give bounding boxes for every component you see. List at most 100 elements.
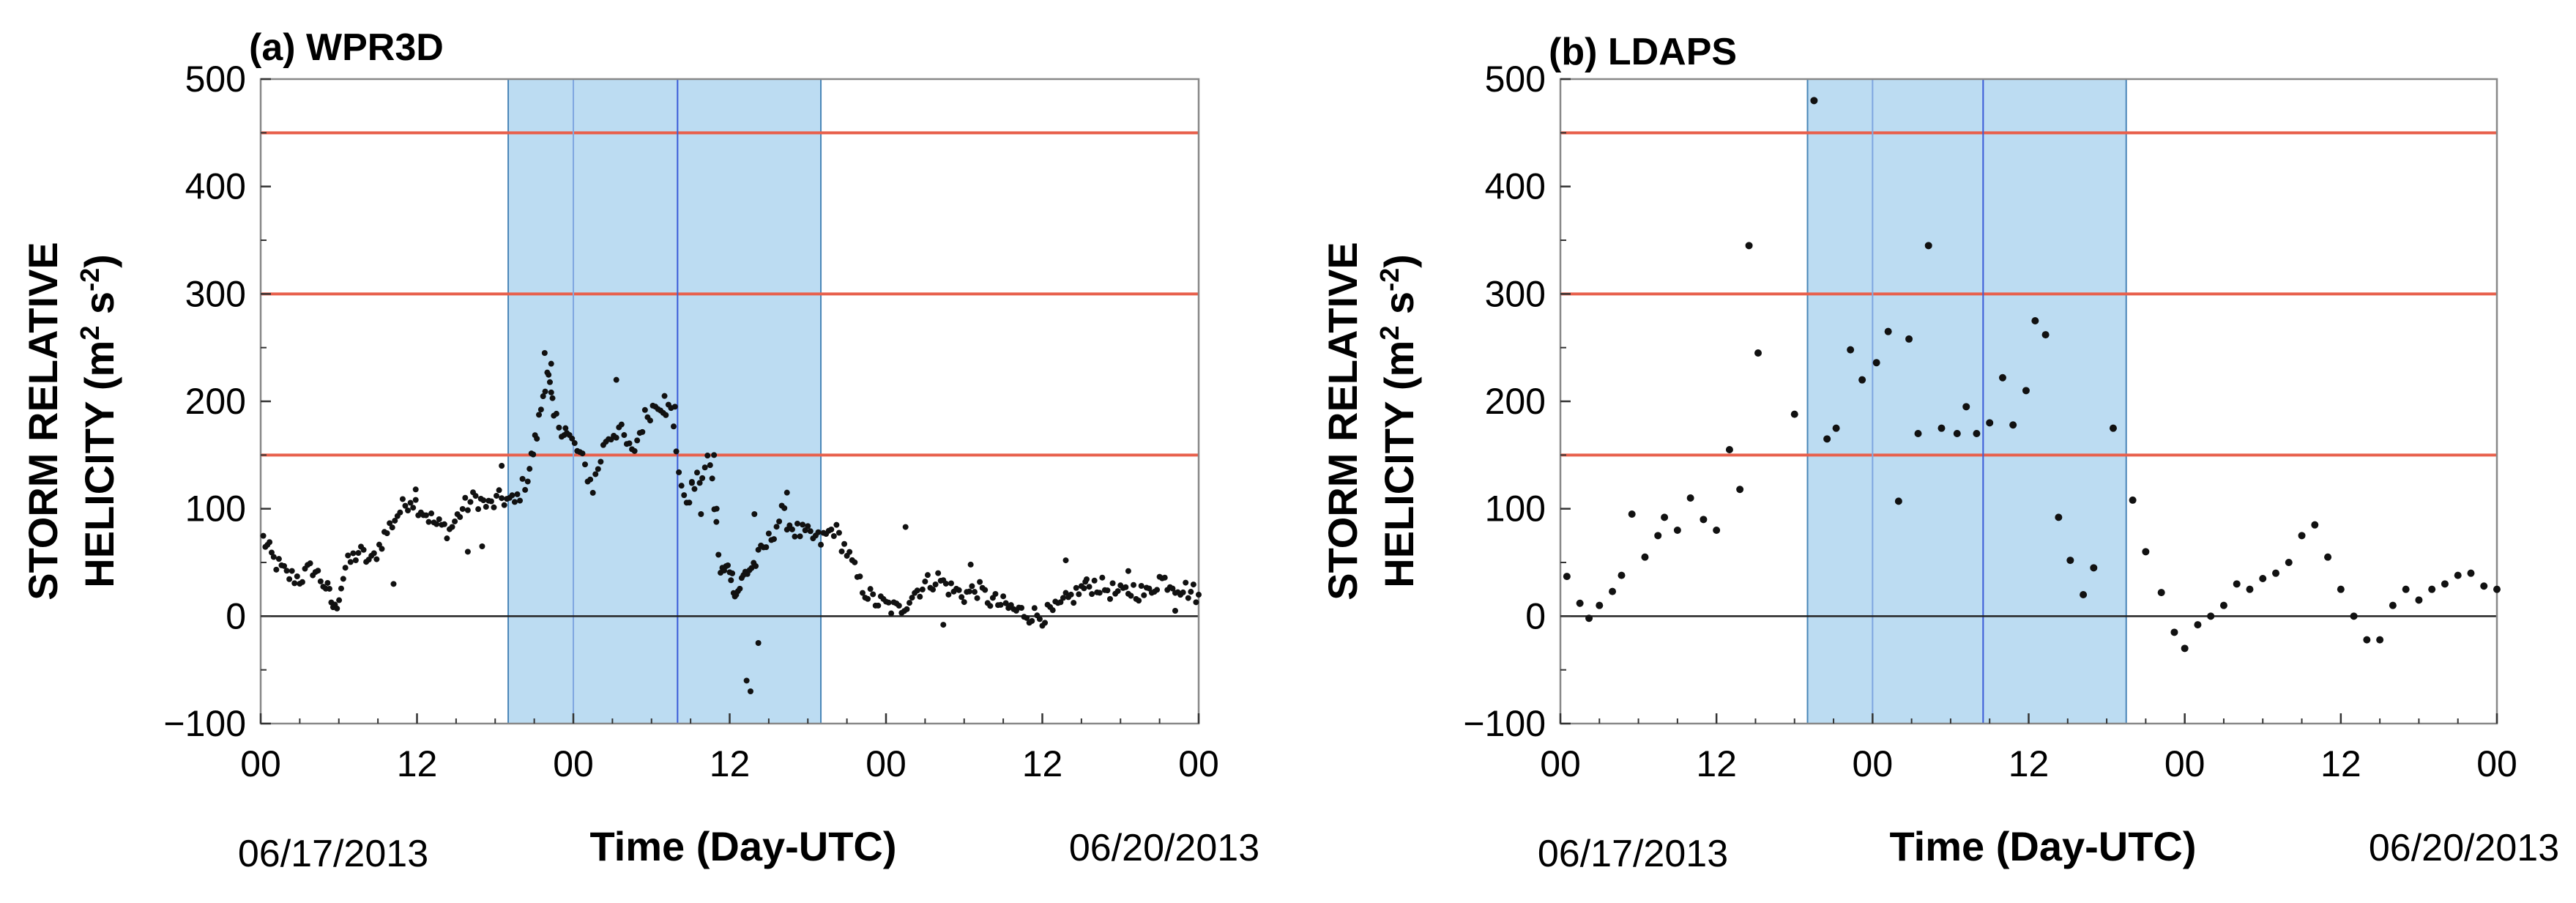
data-point <box>1894 497 1902 505</box>
data-point <box>1076 591 1082 598</box>
data-point <box>967 561 974 568</box>
panel-a-wpr3d: −100 0 100 200 300 400 500 00 12 00 12 00 12 00 (a) W… <box>20 26 1259 875</box>
data-point <box>747 688 753 694</box>
data-point <box>1641 553 1649 561</box>
y-tick-label: 500 <box>1485 59 1546 100</box>
data-point <box>491 504 497 510</box>
data-point <box>1068 591 1074 598</box>
data-point <box>1154 587 1161 593</box>
data-point <box>496 487 502 494</box>
data-point <box>942 580 949 587</box>
data-point <box>410 505 417 511</box>
data-point <box>1810 97 1818 105</box>
data-point <box>2467 569 2475 577</box>
data-point <box>479 543 485 549</box>
data-point <box>324 579 331 586</box>
data-point <box>1609 587 1617 595</box>
x-tick-label: 12 <box>1696 743 1737 784</box>
data-point <box>1091 577 1098 584</box>
data-point <box>384 530 390 537</box>
data-point <box>338 585 344 592</box>
data-point <box>707 462 713 469</box>
data-point <box>815 529 822 535</box>
data-point <box>379 546 385 552</box>
data-point <box>281 562 288 569</box>
data-point <box>1125 568 1131 574</box>
data-point <box>1141 592 1147 598</box>
data-point <box>696 480 703 486</box>
data-point <box>355 550 362 557</box>
data-point <box>1057 599 1064 606</box>
data-point <box>2389 601 2397 609</box>
data-point <box>828 527 835 533</box>
data-point <box>270 554 277 560</box>
data-point <box>781 505 788 511</box>
data-point <box>457 514 464 521</box>
data-point <box>613 376 619 383</box>
data-point <box>907 600 913 606</box>
data-point <box>1884 327 1892 335</box>
data-point <box>475 506 482 513</box>
data-point <box>340 576 346 582</box>
data-point <box>1576 599 1584 607</box>
data-point <box>2041 331 2050 339</box>
data-point <box>2219 601 2227 609</box>
data-point <box>639 428 646 435</box>
data-point <box>1998 374 2006 382</box>
y-tick-label: −100 <box>163 703 246 744</box>
data-point <box>676 469 682 475</box>
data-point <box>1089 591 1095 598</box>
data-point <box>713 505 720 512</box>
data-point <box>1123 584 1129 590</box>
data-point <box>1628 510 1636 518</box>
highlight-period <box>1806 78 2127 724</box>
y-tick-label: 200 <box>185 381 246 422</box>
data-point <box>1146 585 1153 592</box>
data-point <box>422 512 429 519</box>
end-date-label: 06/20/2013 <box>1069 827 1259 869</box>
data-point <box>1673 527 1681 534</box>
data-point <box>402 502 409 509</box>
data-point <box>1086 584 1092 590</box>
data-point <box>1654 532 1662 540</box>
data-point <box>392 517 398 524</box>
data-point <box>631 447 638 454</box>
y-tick-label: 0 <box>1525 595 1546 636</box>
y-tick-label: 500 <box>185 59 246 100</box>
data-point <box>930 587 937 593</box>
data-point <box>709 475 715 482</box>
data-point <box>725 562 732 568</box>
data-point <box>1924 242 1932 250</box>
data-point <box>857 573 863 580</box>
data-point <box>387 520 393 527</box>
x-tick-label: 12 <box>2009 743 2050 784</box>
data-point <box>1081 585 1087 592</box>
y-axis-title-line2: HELICITY (m2 s-2) <box>75 254 123 588</box>
data-point <box>763 544 770 551</box>
data-point <box>992 590 999 597</box>
data-point <box>336 597 343 603</box>
data-point <box>1872 359 1880 367</box>
x-axis-title: Time (Day-UTC) <box>1889 823 2196 869</box>
data-point <box>1563 573 1571 581</box>
data-point <box>444 535 450 542</box>
data-point <box>773 524 780 530</box>
data-point <box>467 499 474 505</box>
data-point <box>501 502 507 508</box>
data-point <box>2480 582 2488 590</box>
data-point <box>818 541 824 548</box>
data-point <box>534 436 540 442</box>
data-point <box>273 566 280 573</box>
data-point <box>542 388 548 395</box>
data-point <box>1138 582 1144 589</box>
data-point <box>896 603 902 609</box>
data-point <box>1973 430 1981 437</box>
data-point <box>765 530 772 537</box>
data-point <box>1937 424 1946 432</box>
data-point <box>802 527 808 534</box>
data-point <box>713 519 720 525</box>
data-point <box>488 498 494 505</box>
data-point <box>691 486 698 492</box>
data-point <box>670 423 677 430</box>
data-point <box>888 610 895 617</box>
